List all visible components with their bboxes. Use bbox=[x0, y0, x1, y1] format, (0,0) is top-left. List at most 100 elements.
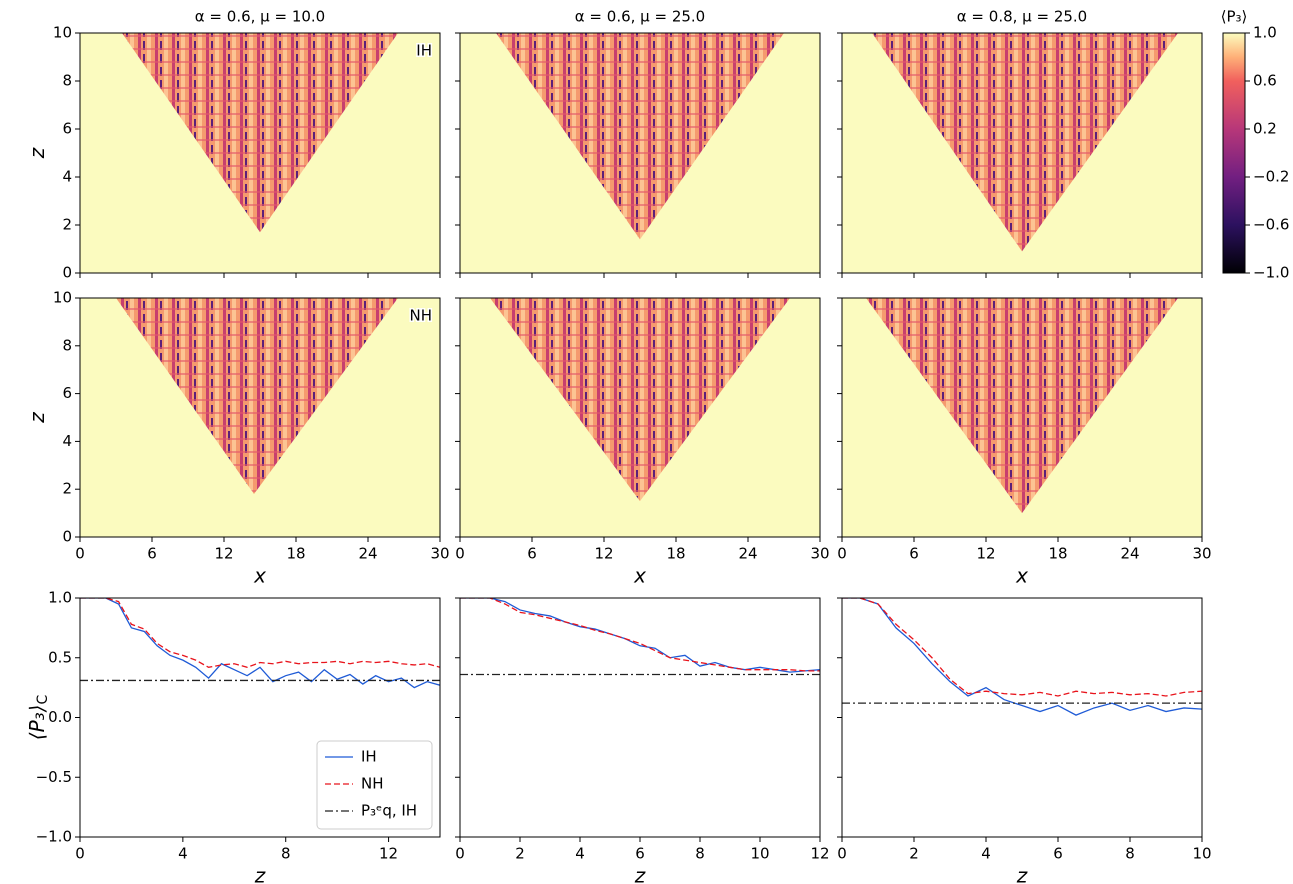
colorbar-tick-label: 1.0 bbox=[1253, 24, 1277, 42]
heatmap-region bbox=[872, 33, 1178, 252]
axes-frame bbox=[841, 297, 1203, 538]
colorbar-tick-label: 0.6 bbox=[1253, 72, 1277, 90]
x-tick-label: 6 bbox=[527, 545, 537, 563]
panel-annotation: IH bbox=[416, 42, 432, 60]
y-tick-label: 1.0 bbox=[48, 589, 72, 607]
x-tick-label: 8 bbox=[1125, 845, 1135, 863]
x-tick-label: 4 bbox=[178, 845, 188, 863]
axes-frame bbox=[79, 297, 441, 538]
x-tick-label: 0 bbox=[837, 545, 847, 563]
heatmap-region bbox=[496, 33, 784, 240]
x-tick-label: 2 bbox=[515, 845, 525, 863]
heatmap-region bbox=[122, 33, 398, 233]
series-line bbox=[80, 598, 440, 689]
y-axis-label: z bbox=[25, 147, 49, 159]
heatmap-region bbox=[866, 298, 1178, 514]
legend-label: IH bbox=[361, 748, 377, 766]
x-tick-label: 12 bbox=[810, 845, 829, 863]
axes-frame bbox=[841, 32, 1203, 274]
x-tick-label: 18 bbox=[666, 545, 685, 563]
axes-frame bbox=[459, 32, 821, 274]
x-axis-label: z bbox=[1016, 864, 1028, 884]
y-tick-label: 4 bbox=[62, 432, 72, 450]
x-tick-label: 24 bbox=[358, 545, 377, 563]
x-axis-label: z bbox=[254, 864, 266, 884]
panel-title: α = 0.6, μ = 25.0 bbox=[575, 8, 705, 26]
y-tick-label: 8 bbox=[62, 72, 72, 90]
colorbar bbox=[1222, 32, 1246, 274]
x-tick-label: 2 bbox=[909, 845, 919, 863]
x-tick-label: 8 bbox=[695, 845, 705, 863]
x-tick-label: 24 bbox=[1120, 545, 1139, 563]
series-line bbox=[460, 598, 820, 673]
series-line bbox=[80, 598, 440, 668]
y-tick-label: 8 bbox=[62, 336, 72, 354]
x-tick-label: 0 bbox=[455, 845, 465, 863]
heatmap-region bbox=[490, 298, 790, 502]
y-tick-label: 6 bbox=[62, 384, 72, 402]
x-tick-label: 12 bbox=[976, 545, 995, 563]
x-tick-label: 6 bbox=[635, 845, 645, 863]
colorbar-tick-label: −0.2 bbox=[1253, 168, 1289, 186]
y-tick-label: −0.5 bbox=[36, 768, 72, 786]
y-tick-label: 0 bbox=[62, 528, 72, 546]
x-tick-label: 10 bbox=[750, 845, 769, 863]
y-tick-label: 0 bbox=[62, 264, 72, 282]
x-tick-label: 8 bbox=[281, 845, 291, 863]
x-tick-label: 12 bbox=[214, 545, 233, 563]
x-axis-label: x bbox=[253, 564, 266, 588]
y-tick-label: 2 bbox=[62, 480, 72, 498]
y-tick-label: 4 bbox=[62, 168, 72, 186]
legend-box bbox=[316, 740, 433, 830]
axes-frame bbox=[841, 597, 1203, 838]
y-tick-label: 10 bbox=[53, 289, 72, 307]
x-tick-label: 30 bbox=[430, 545, 449, 563]
y-tick-label: 2 bbox=[62, 216, 72, 234]
axes-frame bbox=[459, 297, 821, 538]
panel-title: α = 0.8, μ = 25.0 bbox=[957, 8, 1087, 26]
axes-frame bbox=[79, 597, 441, 838]
series-line bbox=[842, 598, 1202, 716]
y-axis-label: ⟨P₃⟩C bbox=[25, 695, 52, 741]
x-tick-label: 30 bbox=[1192, 545, 1211, 563]
x-tick-label: 12 bbox=[379, 845, 398, 863]
x-tick-label: 18 bbox=[1048, 545, 1067, 563]
x-tick-label: 0 bbox=[455, 545, 465, 563]
axes-frame bbox=[459, 597, 821, 838]
x-tick-label: 4 bbox=[981, 845, 991, 863]
x-tick-label: 0 bbox=[75, 845, 85, 863]
x-tick-label: 0 bbox=[837, 845, 847, 863]
colorbar-tick-label: 0.2 bbox=[1253, 120, 1277, 138]
colorbar-label: ⟨P₃⟩ bbox=[1221, 8, 1248, 26]
y-tick-label: 6 bbox=[62, 120, 72, 138]
x-tick-label: 10 bbox=[1192, 845, 1211, 863]
y-tick-label: 0.5 bbox=[48, 648, 72, 666]
colorbar-tick-label: −0.6 bbox=[1253, 216, 1289, 234]
axes-frame bbox=[79, 32, 441, 274]
series-line bbox=[460, 598, 820, 672]
legend-label: P₃ᵉq, IH bbox=[361, 802, 417, 820]
panel-annotation: NH bbox=[410, 307, 433, 325]
y-tick-label: 0.0 bbox=[48, 708, 72, 726]
x-tick-label: 4 bbox=[575, 845, 585, 863]
x-tick-label: 12 bbox=[594, 545, 613, 563]
series-line bbox=[842, 598, 1202, 697]
panel-title: α = 0.6, μ = 10.0 bbox=[195, 8, 325, 26]
x-tick-label: 6 bbox=[1053, 845, 1063, 863]
y-tick-label: −1.0 bbox=[36, 828, 72, 846]
y-axis-label: z bbox=[25, 412, 49, 424]
legend-label: NH bbox=[361, 775, 384, 793]
heatmap-region bbox=[116, 298, 398, 494]
x-axis-label: x bbox=[633, 564, 646, 588]
x-tick-label: 6 bbox=[909, 545, 919, 563]
x-tick-label: 18 bbox=[286, 545, 305, 563]
y-tick-label: 10 bbox=[53, 24, 72, 42]
x-tick-label: 6 bbox=[147, 545, 157, 563]
x-tick-label: 24 bbox=[738, 545, 757, 563]
x-axis-label: z bbox=[634, 864, 646, 884]
colorbar-tick-label: −1.0 bbox=[1253, 264, 1289, 282]
x-tick-label: 0 bbox=[75, 545, 85, 563]
x-tick-label: 30 bbox=[810, 545, 829, 563]
x-axis-label: x bbox=[1015, 564, 1028, 588]
